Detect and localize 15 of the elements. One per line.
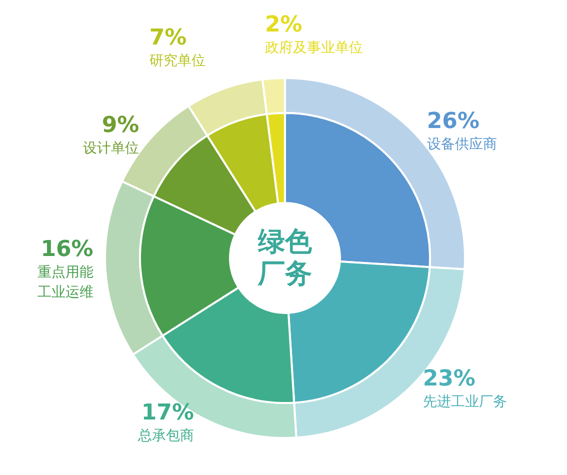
data-label: 2%	[265, 12, 302, 38]
data-label: 23%	[422, 366, 476, 392]
slice-label: 政府及事业单位	[265, 40, 363, 56]
slice-label: 重点用能工业运维	[37, 264, 94, 301]
slice-label: 先进工业厂务	[422, 394, 507, 410]
slice-label: 研究单位	[149, 52, 206, 69]
data-label: 26%	[426, 108, 480, 134]
text: 绿色厂务	[257, 226, 313, 290]
data-label: 7%	[149, 25, 187, 50]
data-label: 17%	[141, 400, 194, 426]
slice-label: 总承包商	[137, 428, 194, 444]
data-label: 16%	[40, 237, 94, 262]
slice-label: 设计单位	[83, 140, 140, 157]
data-label: 9%	[102, 113, 140, 138]
slice-label: 设备供应商	[426, 136, 497, 152]
